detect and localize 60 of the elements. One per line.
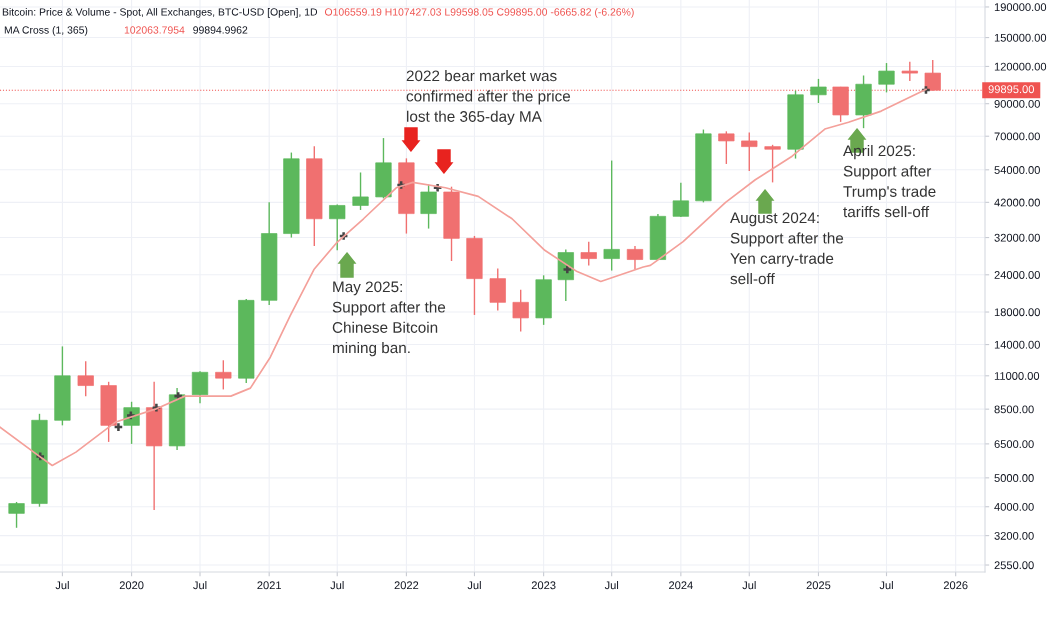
x-tick-label: 2022 (394, 581, 419, 590)
annotation: 102063.7954 (124, 26, 185, 34)
y-tick-label: 70000.00 (994, 132, 1040, 141)
y-tick-label: 42000.00 (994, 198, 1040, 207)
x-tick-label: 2026 (943, 581, 968, 590)
candlestick (512, 288, 529, 333)
candlestick (626, 245, 644, 271)
x-tick-label: Jul (604, 581, 619, 590)
y-tick-label: 14000.00 (994, 340, 1040, 349)
x-tick-label: Jul (467, 581, 481, 590)
ref-line-label: 99895.00 (988, 85, 1034, 94)
y-tick-label: 120000.00 (994, 62, 1047, 71)
candlestick (215, 359, 232, 391)
y-tick-label: 5000.00 (994, 474, 1034, 482)
x-tick-label: Jul (879, 581, 893, 590)
candlestick (77, 360, 94, 397)
text: Bitcoin: Price & Volume - Spot, All Exchanges, BTC-USD [Open], 1D (2, 8, 318, 18)
point (114, 423, 123, 431)
candlestick (603, 159, 620, 272)
y-tick-label: 6500.00 (994, 440, 1034, 449)
candlestick (352, 171, 369, 211)
annotation: 99894.9962 (193, 26, 248, 34)
y-tick-label: 11000.00 (994, 372, 1040, 380)
candlestick (878, 62, 895, 94)
x-tick-label: 2025 (806, 581, 831, 590)
annotation: 2022 bear market was confirmed after the price lost the 365-day MA (406, 70, 571, 125)
y-tick-label: 8500.00 (994, 405, 1034, 414)
candlestick (901, 60, 918, 82)
annotation: May 2025: Support after the Chinese Bitcoin mining ban. (332, 281, 446, 357)
y-tick-label: 4000.00 (994, 503, 1034, 511)
text: O106559.19 H107427.03 L99598.05 C99895.00 -6665.82 (-6.26%) (324, 8, 634, 18)
candlestick (191, 370, 209, 404)
candlestick (489, 267, 506, 312)
y-tick-label: 190000.00 (994, 3, 1047, 12)
y-tick-label: 18000.00 (994, 308, 1040, 317)
y-tick-label: 150000.00 (994, 33, 1047, 42)
x-tick-label: Jul (742, 581, 756, 590)
candlestick (672, 181, 689, 218)
x-tick-label: 2023 (531, 581, 556, 590)
x-tick-label: 2021 (257, 581, 281, 590)
x-tick-label: 2020 (119, 581, 144, 590)
candlestick (764, 144, 781, 184)
x-tick-label: Jul (330, 581, 344, 590)
x-tick-label: Jul (55, 581, 69, 590)
candlestick (741, 131, 758, 172)
y-tick-label: 2550.00 (994, 561, 1034, 570)
annotation: August 2024: Support after the Yen carry-trade sell-off (730, 212, 844, 285)
y-tick-label: 90000.00 (994, 99, 1040, 108)
y-tick-label: 3200.00 (994, 531, 1034, 540)
candlestick (810, 78, 827, 104)
y-tick-label: 54000.00 (994, 166, 1040, 174)
candlestick (718, 130, 735, 165)
x-tick-label: 2024 (669, 581, 693, 590)
x-tick-label: Jul (193, 581, 207, 590)
annotation: MA Cross (1, 365) (4, 26, 88, 36)
candlestick (8, 501, 25, 529)
y-tick-label: 24000.00 (994, 271, 1040, 279)
annotation: April 2025: Support after Trump's trade tariffs sell-off (843, 145, 936, 218)
candlestick (580, 240, 597, 267)
y-tick-label: 32000.00 (994, 233, 1040, 242)
